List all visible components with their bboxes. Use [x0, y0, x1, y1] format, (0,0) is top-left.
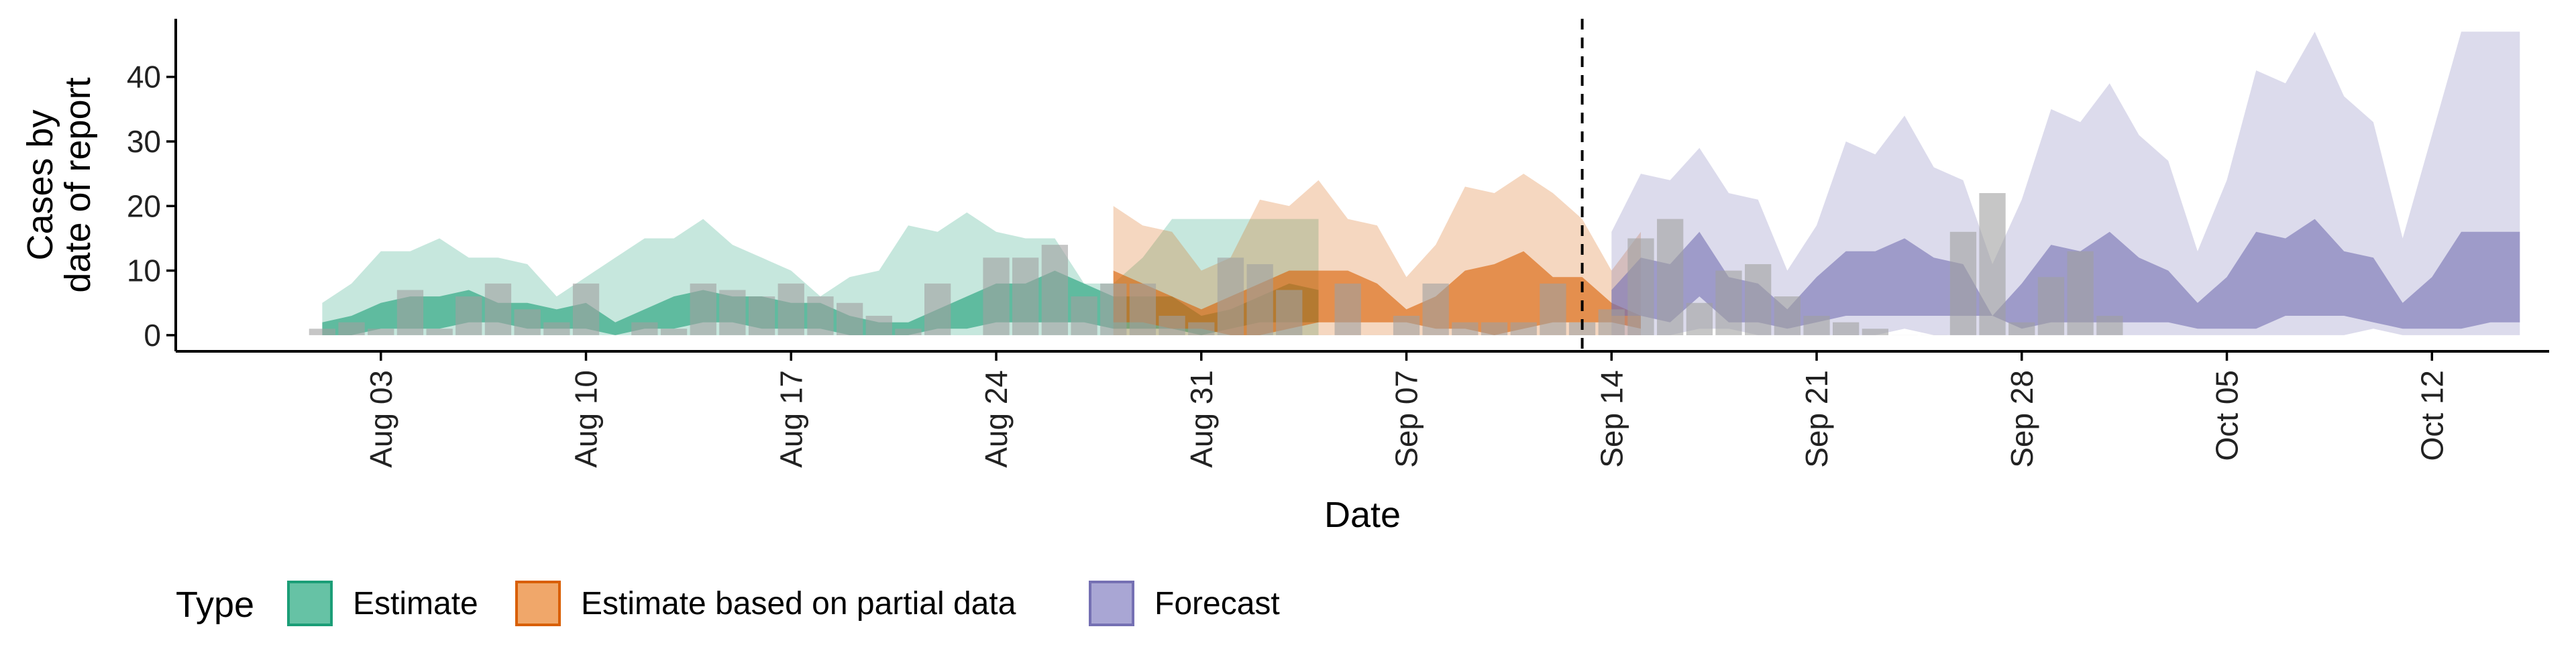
observed-bar	[1218, 257, 1244, 335]
observed-bar	[1979, 193, 2005, 335]
observed-bar	[837, 303, 863, 335]
observed-bar	[2008, 322, 2035, 335]
legend-swatch	[288, 582, 331, 625]
observed-bar	[427, 329, 453, 335]
ribbons-layer	[322, 32, 2520, 335]
y-tick-label: 40	[127, 60, 161, 95]
observed-bar	[924, 284, 951, 335]
observed-bar	[1862, 329, 1888, 335]
observed-bar	[719, 290, 745, 335]
observed-bar	[690, 284, 716, 335]
x-tick-label: Oct 05	[2210, 370, 2245, 461]
observed-bar	[1774, 296, 1801, 335]
observed-bar	[661, 329, 687, 335]
observed-bar	[309, 329, 335, 335]
observed-bar	[1188, 322, 1214, 335]
y-tick-label: 10	[127, 253, 161, 288]
observed-bar	[1627, 239, 1654, 336]
legend: Type Estimate Estimate based on partial da…	[176, 582, 1280, 625]
observed-bar	[1950, 232, 1976, 335]
y-tick-label: 0	[144, 318, 161, 353]
observed-bar	[485, 284, 511, 335]
x-tick-label: Sep 14	[1594, 370, 1629, 468]
y-tick-label: 30	[127, 124, 161, 159]
y-axis-title-line: date of report	[58, 77, 98, 292]
observed-bar	[2068, 251, 2094, 335]
y-axis-title-line: Cases by	[20, 109, 60, 260]
x-axis-title: Date	[1324, 495, 1401, 535]
observed-bar	[368, 329, 394, 335]
observed-bar	[338, 322, 364, 335]
observed-bar	[895, 329, 921, 335]
observed-bar	[397, 290, 423, 335]
observed-bar	[1276, 290, 1302, 335]
observed-bar	[1335, 284, 1361, 335]
observed-bar	[1042, 245, 1068, 335]
x-tick-label: Oct 12	[2414, 370, 2449, 461]
observed-bar	[543, 322, 570, 335]
observed-bar	[1540, 284, 1566, 335]
observed-bar	[455, 296, 482, 335]
x-tick-label: Sep 07	[1389, 370, 1424, 468]
observed-bar	[2038, 277, 2064, 335]
observed-bar	[1715, 271, 1741, 335]
legend-swatch	[1090, 582, 1133, 625]
observed-bar	[1803, 316, 1829, 335]
legend-swatch	[517, 582, 559, 625]
observed-bar	[631, 322, 657, 335]
observed-bar	[778, 284, 804, 335]
legend-label: Estimate based on partial data	[581, 586, 1016, 622]
observed-bar	[1423, 284, 1449, 335]
observed-bar	[1745, 264, 1771, 335]
legend-title: Type	[176, 585, 254, 625]
observed-bar	[1393, 316, 1419, 335]
x-tick-label: Aug 24	[979, 370, 1014, 468]
observed-bar	[573, 284, 599, 335]
observed-bar	[515, 309, 541, 335]
observed-bar	[866, 316, 892, 335]
x-tick-label: Sep 28	[2004, 370, 2039, 468]
x-tick-label: Aug 31	[1184, 370, 1219, 468]
legend-label: Estimate	[353, 586, 478, 622]
observed-bar	[807, 296, 833, 335]
observed-bar	[1012, 257, 1038, 335]
legend-label: Forecast	[1155, 586, 1280, 622]
observed-bar	[1657, 219, 1683, 335]
x-tick-label: Aug 03	[364, 370, 398, 468]
x-tick-label: Aug 17	[773, 370, 808, 468]
observed-bar	[1130, 284, 1156, 335]
observed-bar	[1686, 303, 1713, 335]
observed-bar	[1833, 322, 1859, 335]
observed-bar	[983, 257, 1009, 335]
observed-bar	[1481, 322, 1507, 335]
y-tick-label: 20	[127, 188, 161, 223]
observed-bar	[1511, 322, 1537, 335]
observed-bar	[1071, 296, 1097, 335]
observed-bar	[1452, 322, 1478, 335]
observed-bar	[1159, 316, 1185, 335]
x-tick-label: Sep 21	[1799, 370, 1834, 468]
x-tick-label: Aug 10	[569, 370, 604, 468]
observed-bar	[1100, 284, 1126, 335]
observed-bar	[1599, 309, 1625, 335]
observed-bar	[1247, 264, 1273, 335]
observed-bar	[2096, 316, 2123, 335]
observed-bar	[749, 296, 775, 335]
